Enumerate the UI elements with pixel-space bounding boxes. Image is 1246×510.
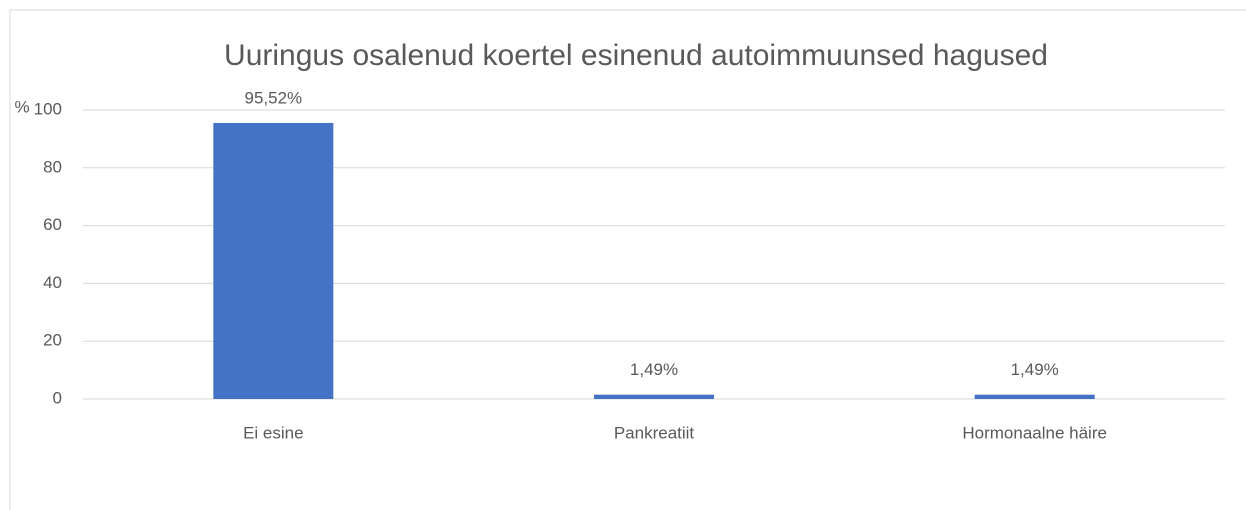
y-axis-label: %	[14, 97, 29, 116]
data-label: 95,52%	[244, 88, 302, 107]
x-tick-label: Hormonaalne häire	[962, 423, 1107, 442]
x-tick-label: Pankreatiit	[614, 423, 695, 442]
y-tick-label: 100	[34, 99, 62, 118]
data-label: 1,49%	[1011, 360, 1059, 379]
x-tick-label: Ei esine	[243, 423, 303, 442]
y-tick-label: 80	[43, 157, 62, 176]
y-tick-label: 20	[43, 331, 62, 350]
y-tick-label: 60	[43, 215, 62, 234]
data-label: 1,49%	[630, 360, 678, 379]
chart-title: Uuringus osalenud koertel esinenud autoi…	[224, 39, 1048, 72]
bar	[213, 122, 334, 399]
y-tick-label: 40	[43, 273, 62, 292]
bar	[594, 394, 714, 399]
y-tick-label: 0	[53, 388, 62, 407]
bar	[974, 394, 1095, 399]
